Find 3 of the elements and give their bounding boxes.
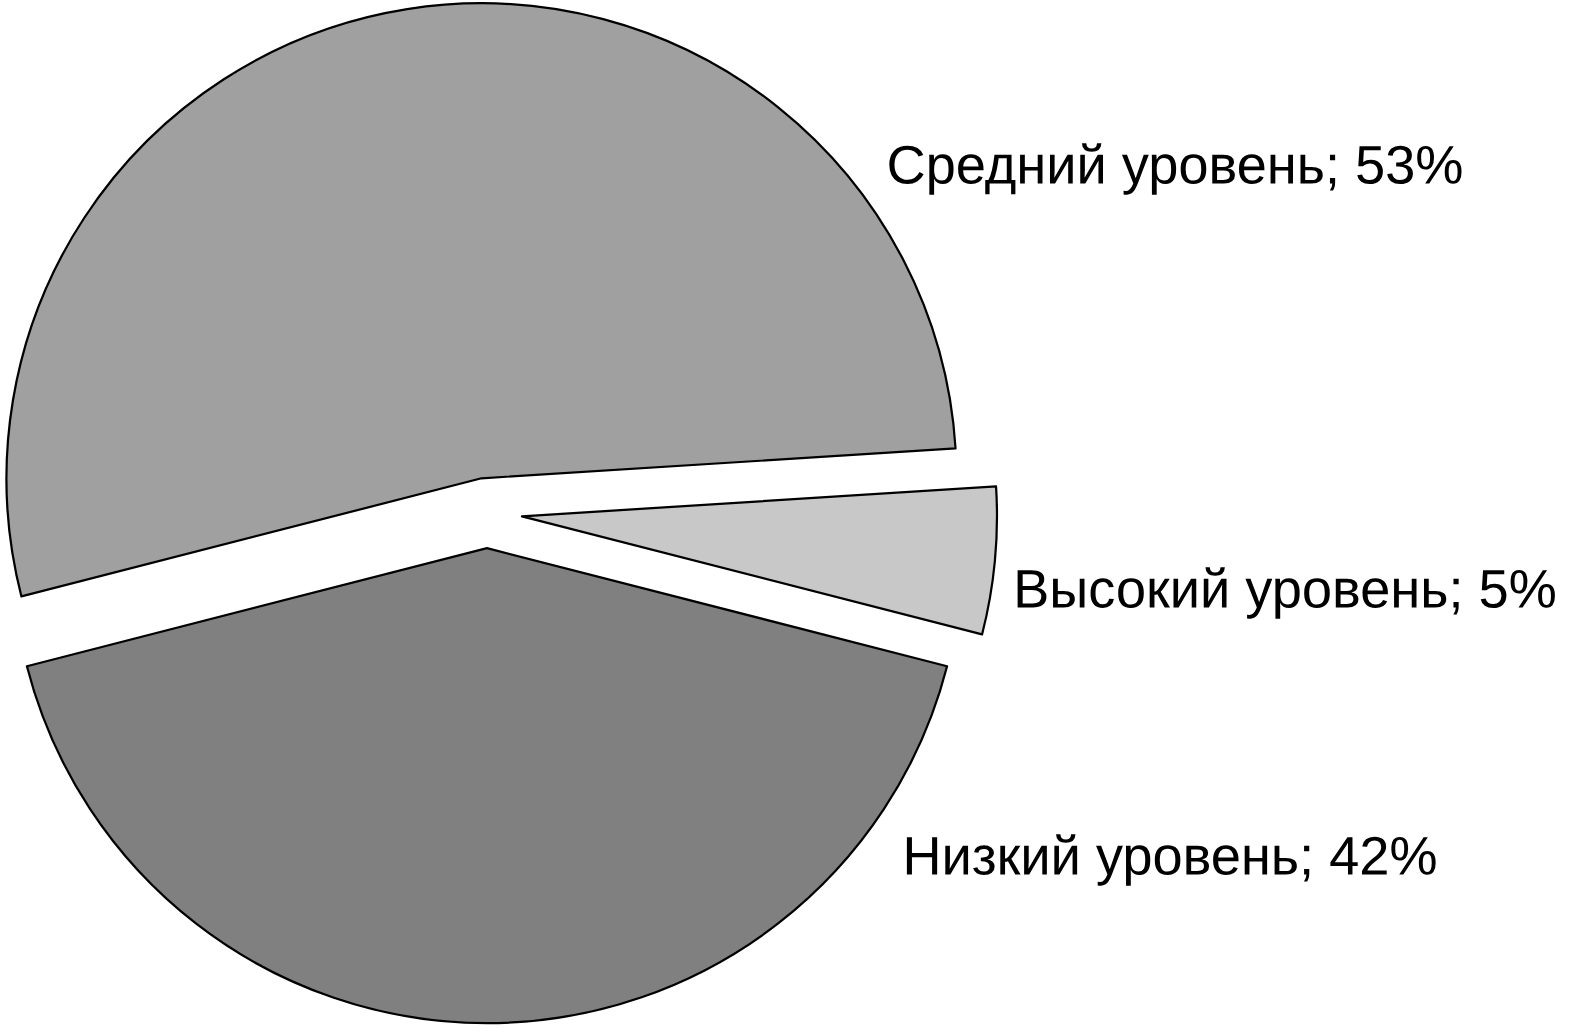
slice-label: Низкий уровень; 42% — [906, 834, 1436, 886]
slice-label: Высокий уровень; 5% — [1017, 567, 1555, 619]
slice-label: Средний уровень; 53% — [889, 143, 1462, 195]
